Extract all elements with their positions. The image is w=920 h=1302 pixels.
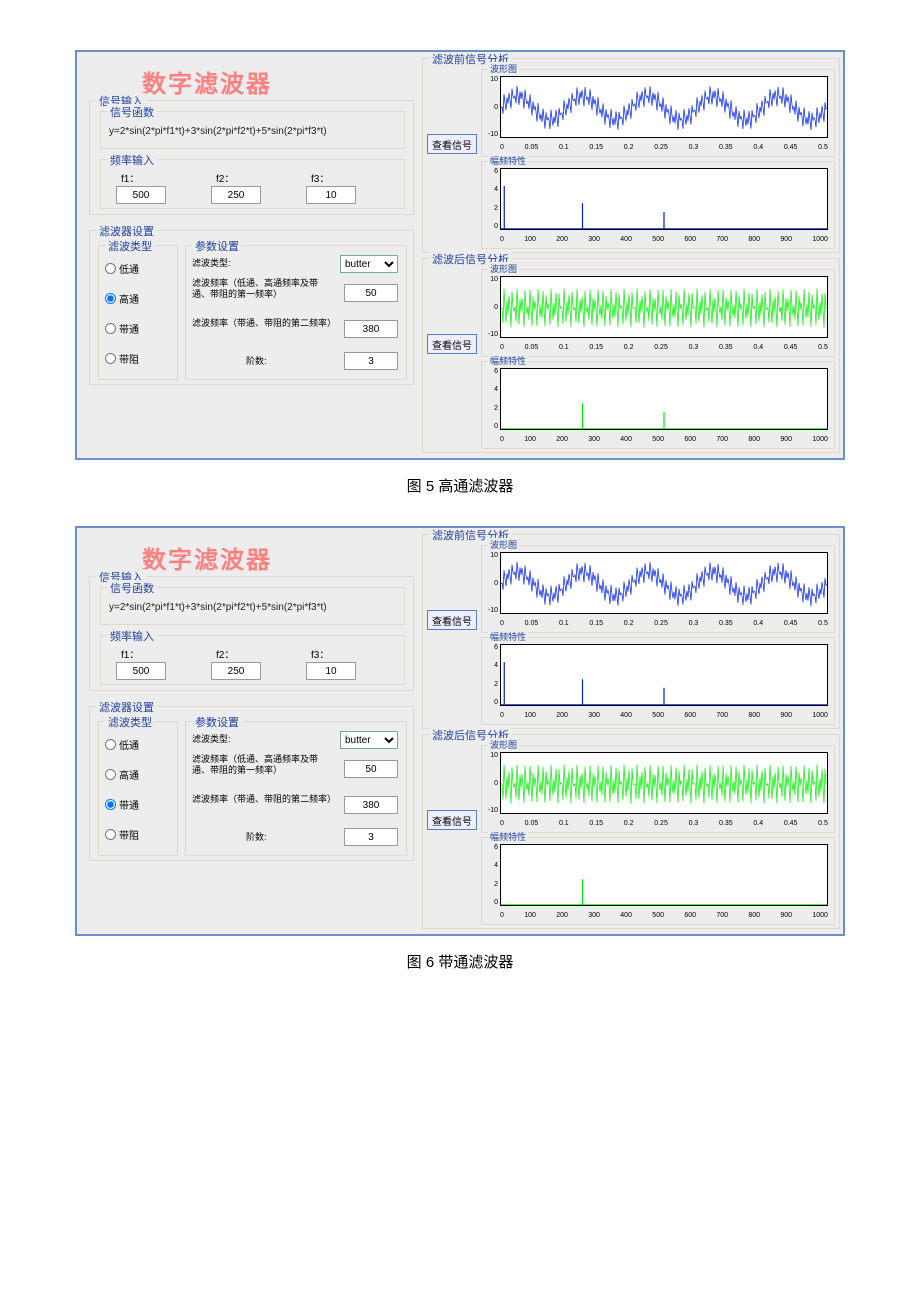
app-title: 数字滤波器 <box>142 64 272 99</box>
app-window-6: 数字滤波器 信号输入 信号函数 y=2*sin(2*pi*f1*t)+3*sin… <box>75 526 845 936</box>
waveform-group: 波形图 100-10 00.050.10.150.20.250.30.350.4… <box>481 69 835 157</box>
view-signal-button[interactable]: 查看信号 <box>427 334 477 354</box>
waveform-plot <box>500 76 828 138</box>
f1-input[interactable] <box>116 662 166 680</box>
freq1-input[interactable] <box>344 284 398 302</box>
function-group: 信号函数 y=2*sin(2*pi*f1*t)+3*sin(2*pi*f2*t)… <box>100 587 405 625</box>
waveform-plot <box>500 552 828 614</box>
frequency-group: 频率输入 f1： f2： f3： <box>100 159 405 209</box>
formula-text: y=2*sin(2*pi*f1*t)+3*sin(2*pi*f2*t)+5*si… <box>109 126 327 137</box>
filter-kind-select[interactable]: butter <box>340 731 398 749</box>
figure-5: 数字滤波器 信号输入 信号函数 y=2*sin(2*pi*f1*t)+3*sin… <box>75 50 845 460</box>
radio-highpass[interactable]: 高通 <box>105 767 139 782</box>
radio-highpass[interactable]: 高通 <box>105 291 139 306</box>
app-window-5: 数字滤波器 信号输入 信号函数 y=2*sin(2*pi*f1*t)+3*sin… <box>75 50 845 460</box>
analysis-before-group: 滤波前信号分析 查看信号 波形图 100-10 00.050.10.150.20… <box>422 58 840 253</box>
spectrum-plot <box>500 844 828 906</box>
order-input[interactable] <box>344 828 398 846</box>
filter-type-group: 滤波类型 低通 高通 带通 带阻 <box>98 721 178 856</box>
spectrum-plot <box>500 644 828 706</box>
radio-lowpass[interactable]: 低通 <box>105 261 139 276</box>
param-group: 参数设置 滤波类型: butter 滤波频率（低通、高通频率及带通、带阻的第一频… <box>185 245 407 380</box>
freq1-input[interactable] <box>344 760 398 778</box>
f3-input[interactable] <box>306 186 356 204</box>
order-input[interactable] <box>344 352 398 370</box>
radio-bandstop[interactable]: 带阻 <box>105 351 139 366</box>
filter-type-group: 滤波类型 低通 高通 带通 带阻 <box>98 245 178 380</box>
app-title: 数字滤波器 <box>142 540 272 575</box>
f2-input[interactable] <box>211 662 261 680</box>
radio-bandstop[interactable]: 带阻 <box>105 827 139 842</box>
freq2-input[interactable] <box>344 320 398 338</box>
radio-lowpass[interactable]: 低通 <box>105 737 139 752</box>
analysis-before-group: 滤波前信号分析 查看信号 波形图 100-10 00.050.10.150.20… <box>422 534 840 729</box>
f1-input[interactable] <box>116 186 166 204</box>
caption-5: 图 5 高通滤波器 <box>0 475 920 496</box>
waveform-plot <box>500 752 828 814</box>
analysis-after-group: 滤波后信号分析 查看信号 波形图 100-10 00.050.10.150.20… <box>422 734 840 929</box>
spectrum-group: 幅频特性 6420 010020030040050060070080090010… <box>481 361 835 449</box>
frequency-group: 频率输入 f1： f2： f3： <box>100 635 405 685</box>
radio-bandpass[interactable]: 带通 <box>105 321 139 336</box>
waveform-group: 波形图 100-10 00.050.10.150.20.250.30.350.4… <box>481 545 835 633</box>
signal-input-group: 信号输入 信号函数 y=2*sin(2*pi*f1*t)+3*sin(2*pi*… <box>89 576 414 691</box>
f2-input[interactable] <box>211 186 261 204</box>
view-signal-button[interactable]: 查看信号 <box>427 134 477 154</box>
view-signal-button[interactable]: 查看信号 <box>427 810 477 830</box>
spectrum-plot <box>500 368 828 430</box>
formula-text: y=2*sin(2*pi*f1*t)+3*sin(2*pi*f2*t)+5*si… <box>109 602 327 613</box>
spectrum-group: 幅频特性 6420 010020030040050060070080090010… <box>481 637 835 725</box>
f3-input[interactable] <box>306 662 356 680</box>
analysis-after-group: 滤波后信号分析 查看信号 波形图 100-10 00.050.10.150.20… <box>422 258 840 453</box>
spectrum-plot <box>500 168 828 230</box>
waveform-plot <box>500 276 828 338</box>
function-group: 信号函数 y=2*sin(2*pi*f1*t)+3*sin(2*pi*f2*t)… <box>100 111 405 149</box>
view-signal-button[interactable]: 查看信号 <box>427 610 477 630</box>
spectrum-group: 幅频特性 6420 010020030040050060070080090010… <box>481 837 835 925</box>
freq2-input[interactable] <box>344 796 398 814</box>
signal-input-group: 信号输入 信号函数 y=2*sin(2*pi*f1*t)+3*sin(2*pi*… <box>89 100 414 215</box>
waveform-group: 波形图 100-10 00.050.10.150.20.250.30.350.4… <box>481 269 835 357</box>
waveform-group: 波形图 100-10 00.050.10.150.20.250.30.350.4… <box>481 745 835 833</box>
caption-6: 图 6 带通滤波器 <box>0 951 920 972</box>
spectrum-group: 幅频特性 6420 010020030040050060070080090010… <box>481 161 835 249</box>
filter-kind-select[interactable]: butter <box>340 255 398 273</box>
param-group: 参数设置 滤波类型: butter 滤波频率（低通、高通频率及带通、带阻的第一频… <box>185 721 407 856</box>
filter-settings-group: 滤波器设置 滤波类型 低通 高通 带通 带阻 参数设置 滤波类型: butter… <box>89 706 414 861</box>
figure-6: 数字滤波器 信号输入 信号函数 y=2*sin(2*pi*f1*t)+3*sin… <box>75 526 845 936</box>
filter-settings-group: 滤波器设置 滤波类型 低通 高通 带通 带阻 参数设置 滤波类型: butter… <box>89 230 414 385</box>
radio-bandpass[interactable]: 带通 <box>105 797 139 812</box>
